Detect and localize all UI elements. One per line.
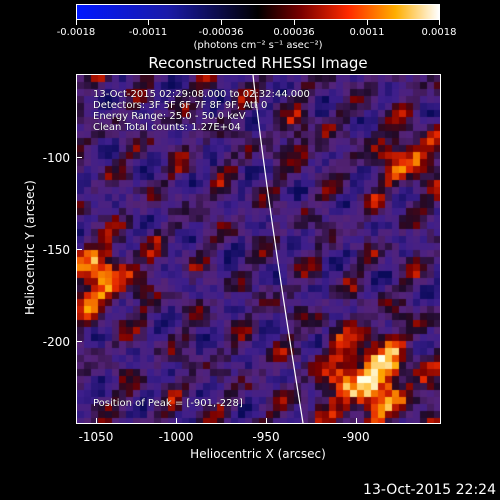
colorbar-units: (photons cm⁻² s⁻¹ asec⁻²): [193, 40, 323, 51]
y-tick: [76, 249, 82, 250]
x-tick-label: -950: [252, 430, 280, 444]
colorbar-tick: [76, 20, 77, 25]
colorbar-tick: [439, 20, 440, 25]
heatmap: [77, 75, 440, 423]
colorbar-tick-label: 0.0011: [349, 27, 385, 38]
x-tick-label: -900: [342, 430, 370, 444]
limb-curve: [252, 75, 304, 423]
colorbar-tick: [294, 20, 295, 25]
info-detectors: Detectors: 3F 5F 6F 7F 8F 9F, Att 0: [93, 100, 268, 111]
rhessi-image: 13-Oct-2015 02:29:08.000 to 02:32:44.000…: [76, 74, 441, 424]
colorbar-tick-label: 0.00036: [273, 27, 315, 38]
info-energy: Energy Range: 25.0 - 50.0 keV: [93, 111, 246, 122]
y-tick: [76, 157, 82, 158]
colorbar-tick: [148, 20, 149, 25]
y-axis-label: Heliocentric Y (arcsec): [23, 180, 37, 315]
y-tick: [76, 341, 82, 342]
colorbar-tick-label: -0.0011: [128, 27, 168, 38]
plot-title: Reconstructed RHESSI Image: [148, 54, 368, 72]
x-tick-label: -1000: [158, 430, 194, 444]
x-tick-label: -1050: [78, 430, 114, 444]
x-axis-label: Heliocentric X (arcsec): [190, 447, 326, 461]
colorbar-tick-label: -0.0018: [56, 27, 96, 38]
colorbar-tick: [367, 20, 368, 25]
peak-position: Position of Peak = [-901,-228]: [93, 398, 243, 409]
colorbar-tick-label: -0.00036: [198, 27, 244, 38]
colorbar-tick-label: 0.0018: [421, 27, 457, 38]
info-time: 13-Oct-2015 02:29:08.000 to 02:32:44.000: [93, 89, 310, 100]
y-tick-label: -200: [42, 335, 70, 349]
y-tick-label: -150: [42, 243, 70, 257]
y-tick-label: -100: [42, 151, 70, 165]
x-tick: [356, 418, 357, 424]
datestamp: 13-Oct-2015 22:24: [363, 482, 496, 498]
colorbar: [76, 4, 440, 20]
x-tick: [266, 418, 267, 424]
x-tick: [176, 418, 177, 424]
colorbar-tick: [221, 20, 222, 25]
x-tick: [96, 418, 97, 424]
info-clean: Clean Total counts: 1.27E+04: [93, 122, 241, 133]
